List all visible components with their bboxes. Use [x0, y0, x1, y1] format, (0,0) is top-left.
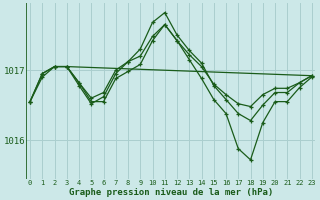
X-axis label: Graphe pression niveau de la mer (hPa): Graphe pression niveau de la mer (hPa): [69, 188, 273, 197]
